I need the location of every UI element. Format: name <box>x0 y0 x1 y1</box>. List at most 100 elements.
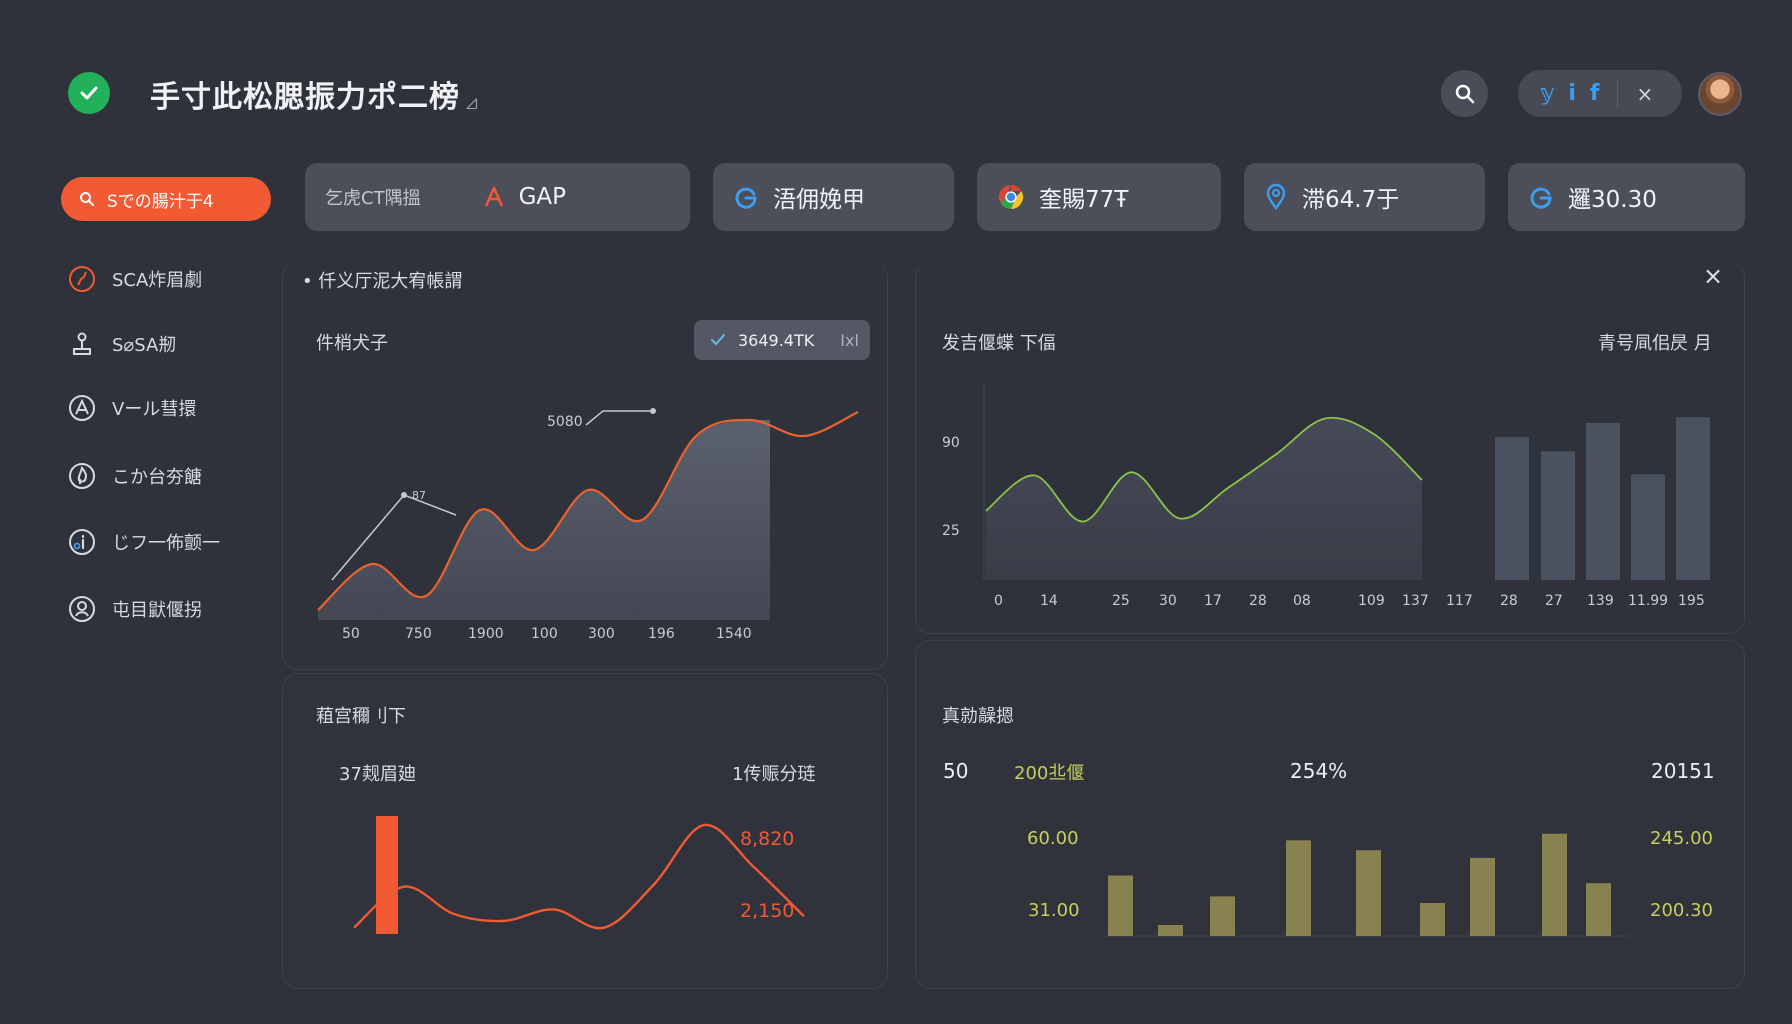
panel-top-right <box>915 262 1745 634</box>
stat-card-value: 邏30.30 <box>1568 187 1657 213</box>
left-tick-low: 31.00 <box>1028 900 1080 921</box>
chart-annotation-line <box>331 494 457 581</box>
x-tick-label: 137 <box>1402 593 1429 609</box>
section-title-text: 仟义厅泥大宥帳謂 <box>318 271 463 292</box>
stat-card-value: 奎賜77Ŧ <box>1039 187 1129 213</box>
panel-title: 件梢犬子 <box>316 333 388 354</box>
x-tick-label: 0 <box>994 593 1003 609</box>
chart-line-4 <box>353 816 805 934</box>
stat-card-4[interactable]: 滞64.7于 <box>1244 163 1485 231</box>
chart-annotation-point <box>401 492 407 498</box>
sidebar-item-6[interactable]: 屯目鼣偃拐 <box>68 591 202 627</box>
sidebar-item-label: SCA炸眉劇 <box>112 270 203 291</box>
primary-action-button[interactable]: Sでの腸汁于4 <box>61 177 271 221</box>
panel-right-label: 青号凬佀昃 月 <box>1598 333 1712 354</box>
close-social-button[interactable]: × <box>1636 81 1654 106</box>
chart-bar <box>1541 451 1575 580</box>
sidebar-item-label: 屯目鼣偃拐 <box>112 600 202 621</box>
stat-card-3[interactable]: 奎賜77Ŧ <box>977 163 1221 231</box>
x-tick-label: 30 <box>1159 593 1177 609</box>
sidebar-item-label: こか台夯餹 <box>112 467 202 488</box>
stat-card-1[interactable]: 乞虎CT隅搵 GAP <box>305 163 690 231</box>
x-tick-label: 08 <box>1293 593 1311 609</box>
x-tick-label: 100 <box>531 626 558 642</box>
flame-icon <box>68 462 96 490</box>
chart-bar <box>1108 875 1133 936</box>
avatar[interactable] <box>1698 72 1742 116</box>
stat-card-value: 滞64.7于 <box>1302 187 1400 213</box>
x-tick-label: 139 <box>1587 593 1614 609</box>
x-tick-label: 750 <box>405 626 432 642</box>
value-chip[interactable]: 3649.4TK Ixl <box>694 320 870 360</box>
chart-annotation-line <box>585 410 653 426</box>
person-icon <box>68 595 96 623</box>
chart-bar <box>1586 883 1611 936</box>
stat-card-2[interactable]: 浯佣娩甲 <box>713 163 954 231</box>
stat-2: 200丠偃 <box>1014 763 1085 784</box>
close-section-button[interactable]: × <box>1703 262 1724 290</box>
sidebar-item-2[interactable]: S⌀SA剏 <box>68 326 176 362</box>
stat-1: 50 <box>943 759 969 783</box>
sidebar-item-3[interactable]: Vール彗擐 <box>68 390 196 426</box>
panel-title: 真勍髞摁 <box>942 706 1014 727</box>
chip-extra[interactable]: Ixl <box>840 330 859 350</box>
checkmark-icon <box>711 334 725 346</box>
chart-annotation-point <box>650 408 656 414</box>
left-tick-high: 60.00 <box>1027 828 1079 849</box>
chart-area-1: 50 750 1900 100 300 196 1540 <box>317 408 859 642</box>
chart-area-fill <box>318 420 770 620</box>
chart-area-fill <box>986 417 1422 580</box>
chart-bar <box>1286 840 1311 936</box>
instagram-icon[interactable]: i <box>1568 81 1576 106</box>
chart-bar <box>1470 857 1495 936</box>
chart-series-line <box>353 823 805 930</box>
x-tick-label: 28 <box>1249 593 1267 609</box>
stat-card-5[interactable]: 邏30.30 <box>1508 163 1745 231</box>
x-tick-label: 50 <box>342 626 360 642</box>
social-links-pill[interactable]: 𝕪 i f × <box>1518 70 1682 117</box>
chart-bars-5 <box>1100 833 1630 937</box>
right-tick-low: 200.30 <box>1650 900 1713 921</box>
chart-bar <box>1158 925 1183 936</box>
x-tick-label: 25 <box>1112 593 1130 609</box>
x-tick-label: 28 <box>1500 593 1518 609</box>
chart-bar <box>1420 903 1445 936</box>
panel-title: 蒩宫穪刂下 <box>316 706 406 727</box>
compass-icon <box>68 394 96 422</box>
g-logo-icon <box>1528 184 1554 210</box>
facebook-icon[interactable]: f <box>1589 81 1600 106</box>
joystick-icon <box>68 330 96 358</box>
section-title: • 仟义厅泥大宥帳謂 <box>302 267 462 293</box>
chart-bar <box>1676 417 1710 580</box>
search-icon <box>80 192 94 206</box>
sidebar-item-4[interactable]: こか台夯餹 <box>68 458 202 494</box>
section-bullet: • <box>302 271 313 292</box>
panel-right-label: 1传赈分琏 <box>732 764 816 785</box>
sidebar-item-1[interactable]: SCA炸眉劇 <box>68 261 202 297</box>
chart-area-2: 90 25 0 14 25 30 17 28 08 109 137 117 28 27 139 11.99 19… <box>942 385 1710 609</box>
x-tick-label: 1540 <box>716 626 752 642</box>
sidebar-item-5[interactable]: じフ一佈颤一 <box>68 524 220 560</box>
panel-top-left <box>282 262 888 670</box>
value-low: 2,150 <box>740 900 795 922</box>
sidebar-item-label: Vール彗擐 <box>112 399 197 420</box>
chart-bar <box>1356 850 1381 936</box>
a-logo-icon <box>483 186 505 208</box>
x-tick-label: 300 <box>588 626 615 642</box>
chart-bar <box>1586 422 1620 580</box>
checkmark-icon <box>80 86 98 100</box>
chart-series-line <box>317 410 859 611</box>
x-tick-label: 14 <box>1040 593 1058 609</box>
chart-bar <box>1210 896 1235 936</box>
chart-annotation: 5080 <box>547 414 583 430</box>
twitter-icon[interactable]: 𝕪 <box>1540 81 1555 106</box>
stat-4: 20151 <box>1651 759 1715 783</box>
sidebar-item-label: じフ一佈颤一 <box>112 533 220 554</box>
search-button[interactable] <box>1441 70 1488 117</box>
panel-title: 发吉偃蝶 下偪 <box>942 333 1056 354</box>
chart-bar <box>1631 474 1665 580</box>
location-pin-icon <box>1264 183 1288 210</box>
x-tick-label: 1900 <box>468 626 504 642</box>
right-tick-high: 245.00 <box>1650 828 1713 849</box>
y-tick-label: 90 <box>942 435 960 451</box>
